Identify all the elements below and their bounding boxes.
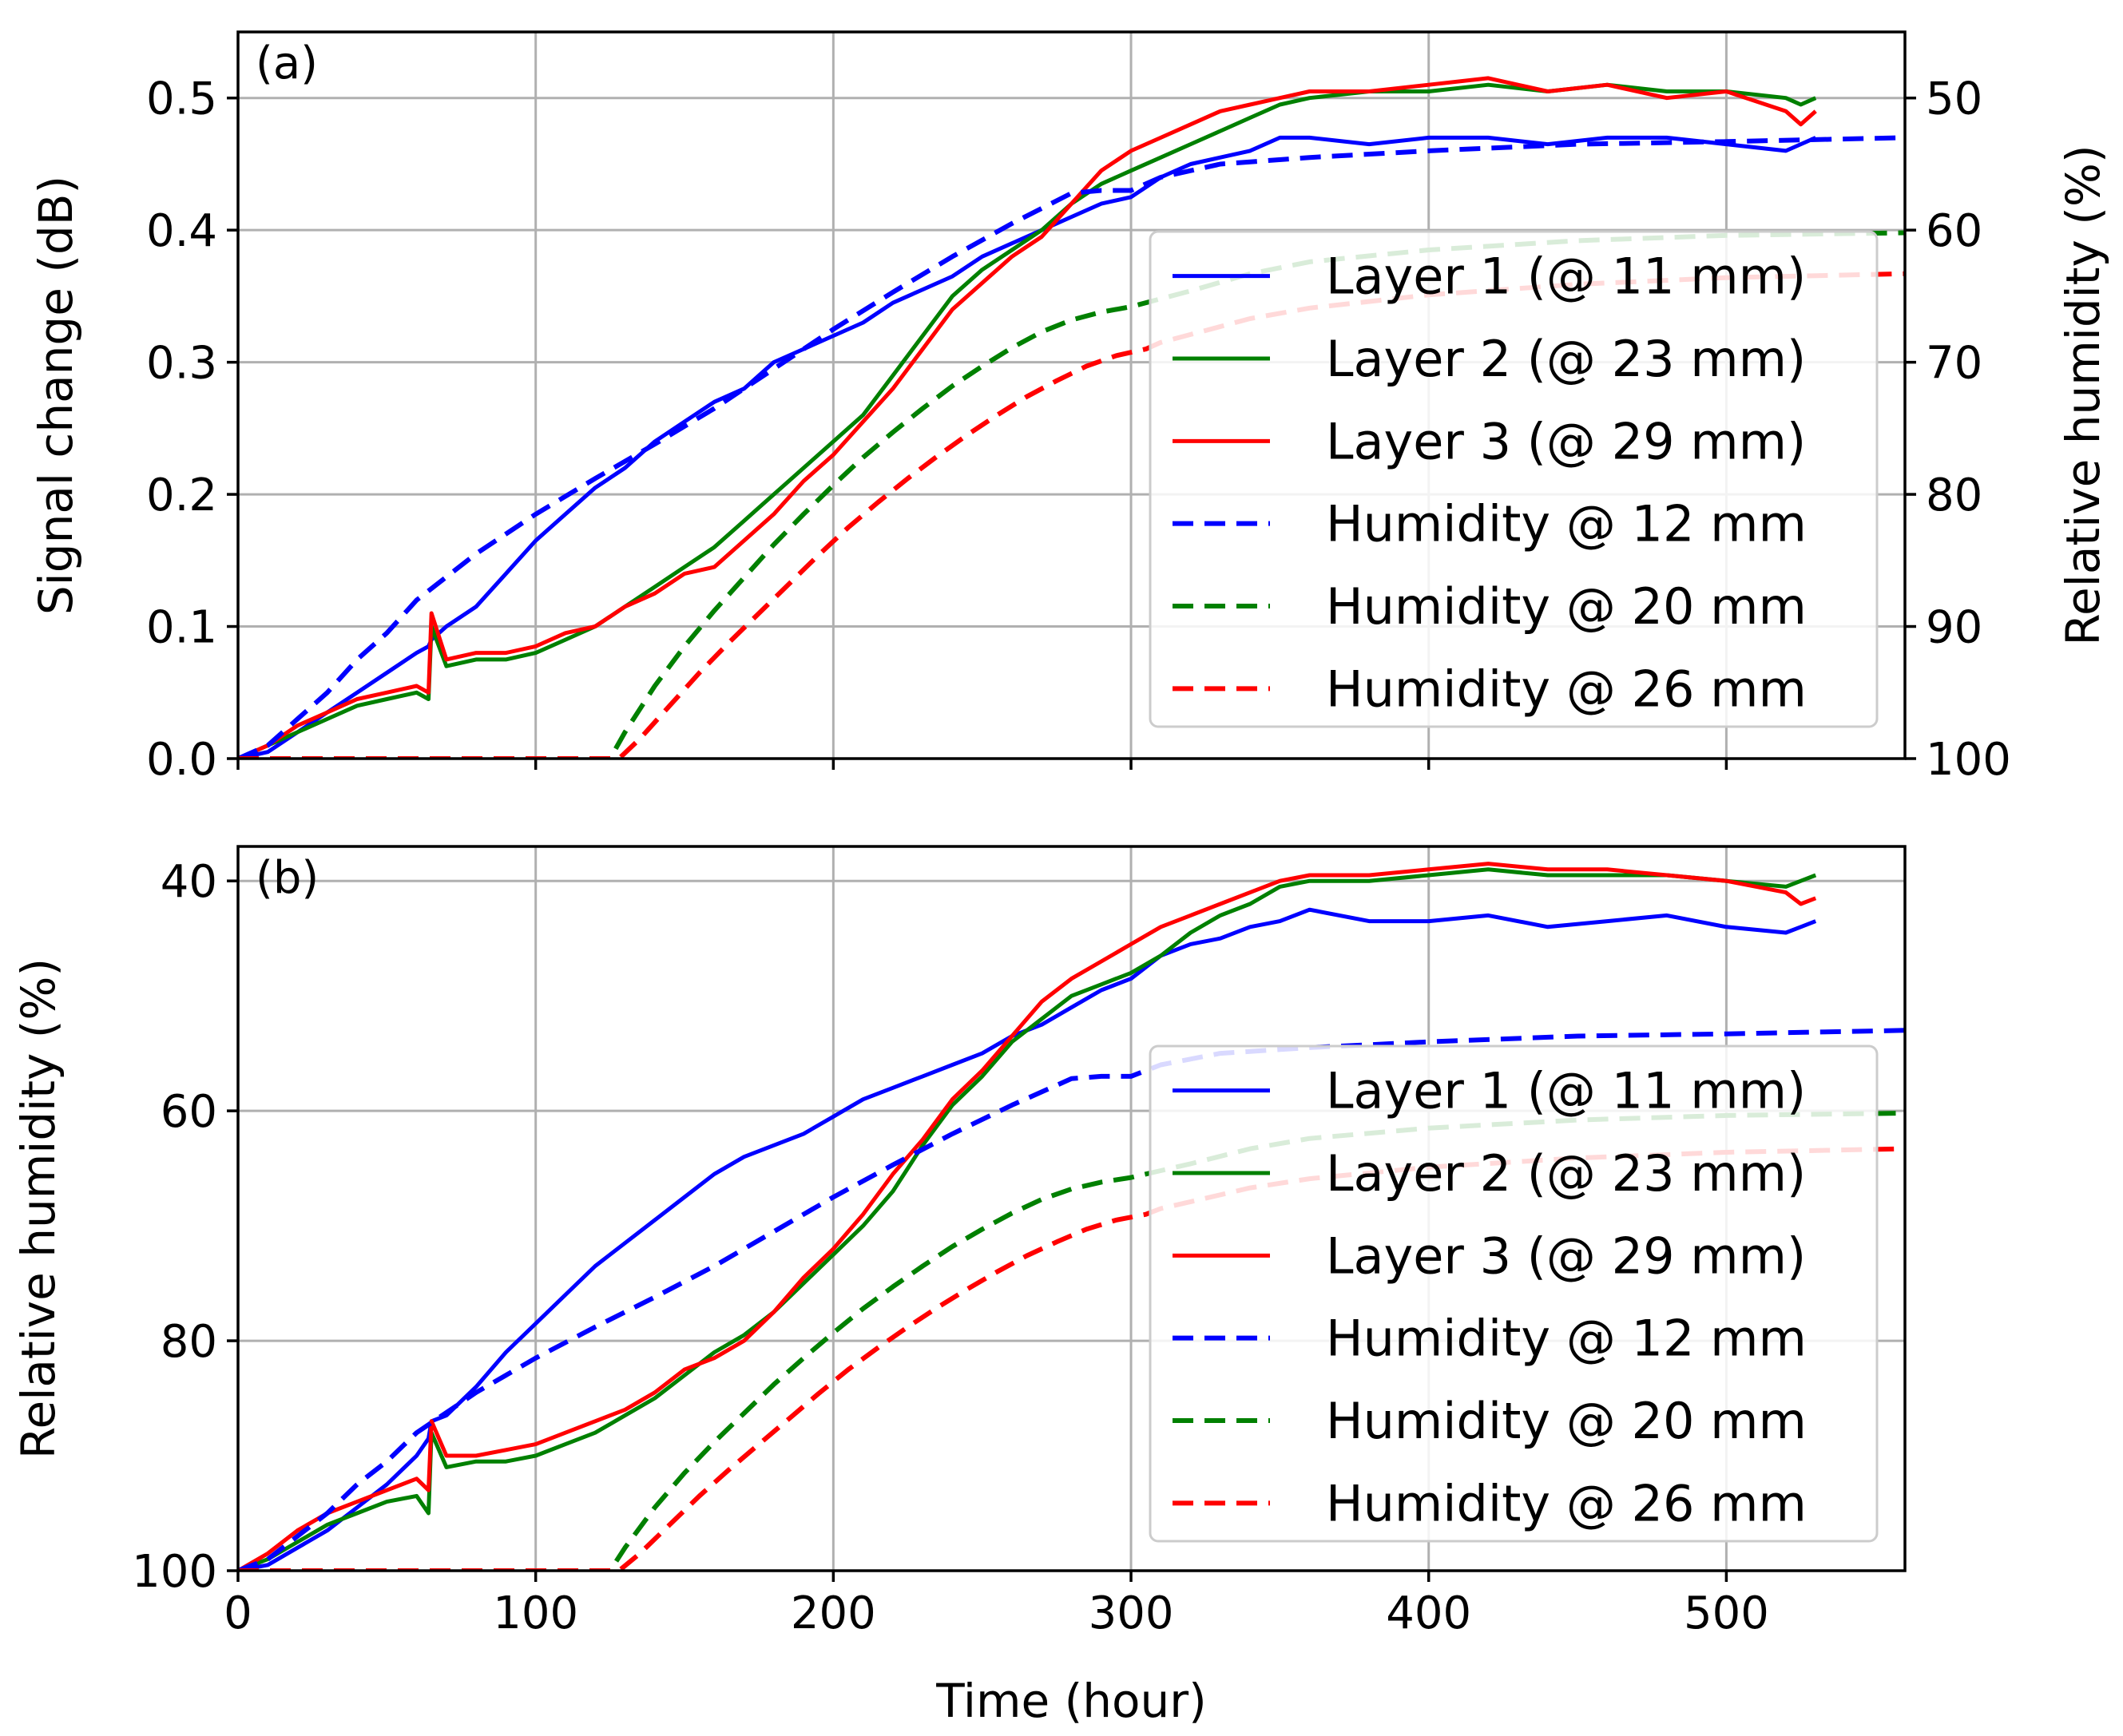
y-tick-label: 0.3: [146, 338, 217, 390]
y-tick-label: 100: [132, 1546, 217, 1598]
legend-entry: Humidity @ 26 mm: [1326, 1474, 1807, 1532]
legend-box: [1149, 1044, 1879, 1543]
series-line-3: [238, 76, 1817, 759]
panel-b-frame: [236, 845, 1907, 1572]
y-tick-label: 0.5: [146, 73, 217, 125]
legend-entry: Layer 2 (@ 23 mm): [1326, 330, 1806, 388]
panel-b-label: (b): [256, 852, 319, 904]
panel-a-y2label: Relative humidity (%): [2056, 145, 2110, 645]
y2-tick-label: 90: [1926, 602, 1982, 654]
legend-entry: Humidity @ 12 mm: [1326, 495, 1807, 553]
panel-a-legend: Layer 1 (@ 11 mm) Layer 2 (@ 23 mm) Layer …: [1149, 230, 1879, 728]
legend-entry: Humidity @ 26 mm: [1326, 660, 1807, 718]
legend-entry: Layer 2 (@ 23 mm): [1326, 1144, 1806, 1203]
y2-tick-label: 80: [1926, 470, 1982, 521]
panel-a-ticks: 0.0 0.1 0.2 0.3 0.4 0.5 100 90 80 70 60 50: [146, 73, 2011, 786]
panel-b-ylabel: Relative humidity (%): [11, 958, 65, 1459]
legend-entry: Humidity @ 20 mm: [1326, 1392, 1807, 1450]
panel-a-label: (a): [256, 38, 318, 89]
panel-a-ylabel: Signal change (dB): [29, 176, 83, 615]
legend-entry: Humidity @ 20 mm: [1326, 577, 1807, 636]
y2-tick-label: 50: [1926, 73, 1982, 125]
y-tick-label: 0.2: [146, 470, 217, 521]
x-tick-label: 400: [1386, 1587, 1471, 1639]
panel-a-series: [238, 76, 1905, 759]
panel-b-legend: Layer 1 (@ 11 mm) Layer 2 (@ 23 mm) Layer …: [1149, 1044, 1879, 1543]
series-line-3: [238, 862, 1817, 1571]
legend-entry: Layer 1 (@ 11 mm): [1326, 1062, 1806, 1120]
y-tick-label: 60: [161, 1086, 217, 1138]
x-tick-label: 300: [1089, 1587, 1174, 1639]
panel-a: 0.0 0.1 0.2 0.3 0.4 0.5 100 90 80 70 60 50 (a) Sign…: [29, 30, 2110, 786]
x-tick-label: 100: [493, 1587, 578, 1639]
y-tick-label: 0.0: [146, 734, 217, 786]
legend-entry: Layer 3 (@ 29 mm): [1326, 412, 1806, 470]
x-tick-label: 200: [791, 1587, 876, 1639]
x-tick-label: 0: [224, 1587, 252, 1639]
legend-box: [1149, 230, 1879, 728]
panel-b-xlabel: Time (hour): [935, 1674, 1206, 1728]
y-tick-label: 0.4: [146, 205, 217, 257]
legend-entry: Humidity @ 12 mm: [1326, 1310, 1807, 1368]
x-tick-label: 500: [1684, 1587, 1769, 1639]
panel-a-frame: [236, 30, 1907, 760]
series-line-4: [238, 135, 1905, 759]
y2-tick-label: 100: [1926, 734, 2011, 786]
y-tick-label: 80: [161, 1316, 217, 1368]
y2-tick-label: 70: [1926, 338, 1982, 390]
y-tick-label: 40: [161, 856, 217, 908]
y2-tick-label: 60: [1926, 205, 1982, 257]
y-tick-label: 0.1: [146, 602, 217, 654]
legend-entry: Layer 1 (@ 11 mm): [1326, 248, 1806, 306]
legend-entry: Layer 3 (@ 29 mm): [1326, 1227, 1806, 1285]
